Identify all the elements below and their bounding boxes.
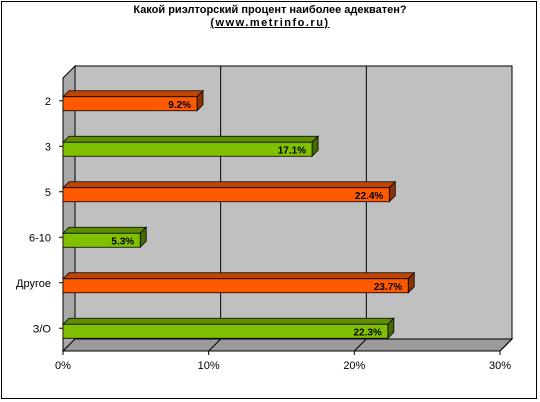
x-tick-label: 20% bbox=[343, 360, 365, 372]
bar-top-face bbox=[62, 317, 395, 325]
data-label: 17.1% bbox=[278, 145, 306, 156]
category-label: 3 bbox=[45, 141, 51, 153]
bar bbox=[62, 141, 313, 157]
chart-subtitle: (www.metrinfo.ru) bbox=[210, 17, 330, 29]
data-label: 22.3% bbox=[353, 327, 381, 338]
category-label: Другое bbox=[16, 278, 51, 290]
x-tick-label: 10% bbox=[198, 360, 220, 372]
x-tick-label: 30% bbox=[489, 360, 511, 372]
chart-title: Какой риэлторский процент наиболее адекв… bbox=[133, 4, 407, 16]
bar bbox=[62, 96, 198, 112]
data-label: 22.4% bbox=[355, 191, 383, 202]
data-label: 9.2% bbox=[168, 100, 191, 111]
bar-top-face bbox=[62, 181, 397, 189]
bar-top-face bbox=[62, 272, 416, 280]
data-label: 5.3% bbox=[111, 236, 134, 247]
plot-floor bbox=[61, 338, 514, 352]
x-gridline-floor bbox=[208, 338, 222, 352]
category-label: З/О bbox=[33, 323, 52, 335]
bar bbox=[62, 323, 389, 339]
category-label: 6-10 bbox=[29, 232, 51, 244]
bar bbox=[62, 278, 409, 294]
chart-title-block: Какой риэлторский процент наиболее адекв… bbox=[0, 4, 540, 30]
bar-top-face bbox=[62, 226, 148, 234]
bar bbox=[62, 187, 390, 203]
x-gridline-floor bbox=[499, 338, 513, 352]
data-label: 23.7% bbox=[374, 282, 402, 293]
bar bbox=[62, 232, 141, 248]
category-label: 2 bbox=[45, 96, 51, 108]
bar-top-face bbox=[62, 135, 320, 143]
x-gridline-floor bbox=[353, 338, 367, 352]
category-label: 5 bbox=[45, 187, 51, 199]
bar-top-face bbox=[62, 90, 204, 98]
x-tick-label: 0% bbox=[55, 360, 71, 372]
